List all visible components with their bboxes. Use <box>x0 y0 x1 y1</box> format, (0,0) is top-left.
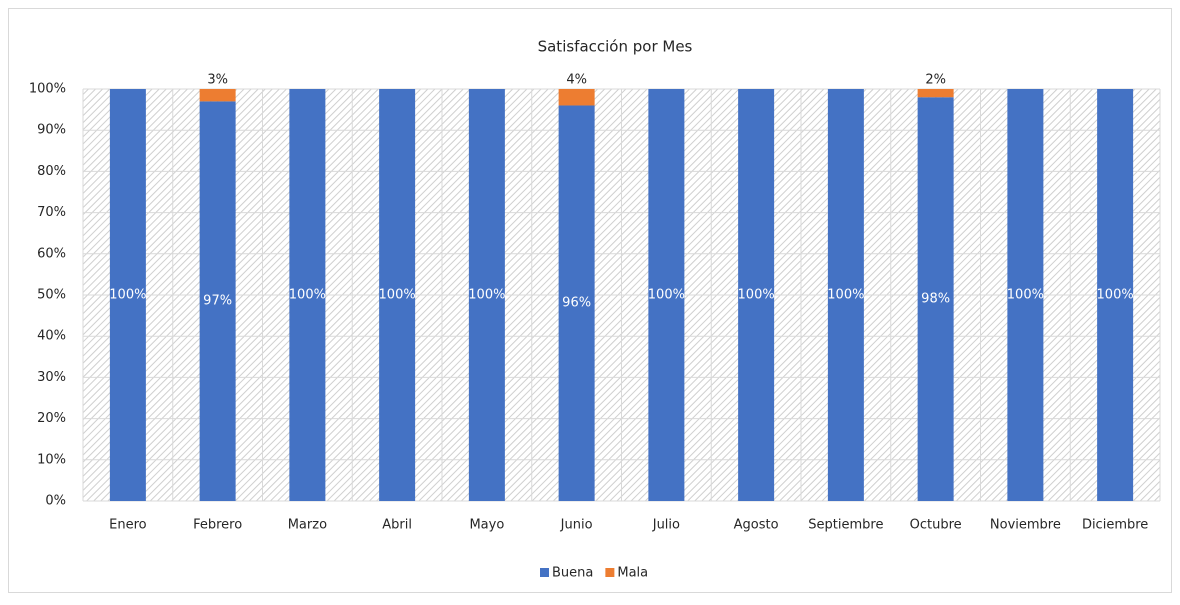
data-label: 3% <box>207 73 228 88</box>
x-tick-label: Enero <box>109 518 147 533</box>
bar-segment <box>558 105 595 501</box>
bar-segment <box>289 89 326 501</box>
y-tick-label: 30% <box>37 370 66 385</box>
bar-segment <box>558 89 595 106</box>
data-label: 100% <box>289 288 326 303</box>
bar-segment <box>379 89 416 501</box>
data-label: 98% <box>921 292 950 307</box>
data-label: 100% <box>379 288 416 303</box>
legend-swatch <box>605 568 615 577</box>
data-label: 100% <box>1007 288 1044 303</box>
x-tick-label: Octubre <box>910 518 962 533</box>
y-tick-label: 60% <box>37 246 66 261</box>
data-label: 4% <box>566 73 587 88</box>
legend-swatch <box>540 568 549 577</box>
data-label: 100% <box>738 288 775 303</box>
y-tick-label: 70% <box>37 205 66 220</box>
bar-segment <box>109 89 146 501</box>
data-label: 2% <box>925 73 946 88</box>
bar-segment <box>199 101 236 502</box>
chart-title: Satisfacción por Mes <box>538 38 693 56</box>
bar-segment <box>648 89 685 501</box>
bar-segment <box>827 89 864 501</box>
bar-segment <box>468 89 505 501</box>
bar-segment <box>917 97 954 502</box>
bar-segment <box>917 89 954 98</box>
y-tick-label: 10% <box>37 452 66 467</box>
x-tick-label: Septiembre <box>808 518 883 533</box>
x-tick-label: Mayo <box>469 518 504 533</box>
x-tick-label: Marzo <box>288 518 327 533</box>
x-tick-label: Diciembre <box>1082 518 1148 533</box>
legend-label: Mala <box>617 566 648 581</box>
x-tick-label: Febrero <box>193 518 242 533</box>
data-label: 100% <box>648 288 685 303</box>
y-tick-label: 90% <box>37 123 66 138</box>
y-tick-label: 0% <box>45 494 66 509</box>
data-label: 100% <box>109 288 146 303</box>
x-tick-label: Julio <box>652 518 680 533</box>
data-label: 100% <box>1097 288 1134 303</box>
bar-segment <box>1097 89 1134 501</box>
y-tick-label: 100% <box>29 82 66 97</box>
x-tick-label: Abril <box>382 518 412 533</box>
data-label: 100% <box>827 288 864 303</box>
y-tick-label: 40% <box>37 329 66 344</box>
y-tick-label: 20% <box>37 411 66 426</box>
x-tick-label: Junio <box>560 518 593 533</box>
bar-segment <box>1007 89 1044 501</box>
bar-segment <box>738 89 775 501</box>
data-label: 96% <box>562 296 591 311</box>
y-tick-label: 80% <box>37 164 66 179</box>
x-tick-label: Agosto <box>734 518 779 533</box>
legend-label: Buena <box>552 566 593 581</box>
data-label: 97% <box>203 294 232 309</box>
data-label: 100% <box>468 288 505 303</box>
x-tick-label: Noviembre <box>990 518 1061 533</box>
bar-segment <box>199 89 236 102</box>
y-tick-label: 50% <box>37 288 66 303</box>
